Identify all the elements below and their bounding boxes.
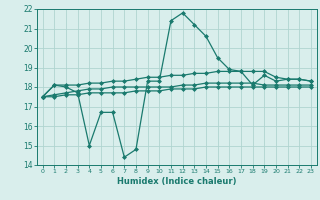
X-axis label: Humidex (Indice chaleur): Humidex (Indice chaleur)	[117, 177, 236, 186]
